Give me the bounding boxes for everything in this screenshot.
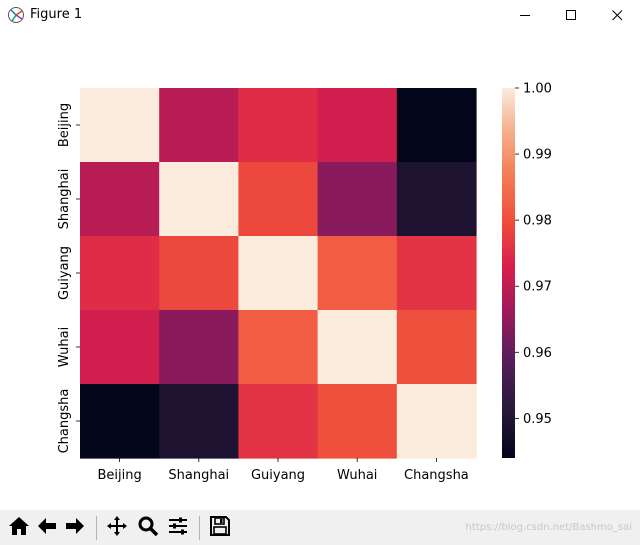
save-floppy-icon <box>209 515 231 541</box>
heatmap-cell-guiyang-wuhai <box>317 236 398 311</box>
heatmap-cells <box>80 88 477 459</box>
x-tick-labels: Beijing Shanghai Guiyang Wuhai Changsha <box>97 458 469 483</box>
colorbar-tick-label: 0.98 <box>523 214 552 229</box>
colorbar <box>502 88 515 458</box>
pan-button[interactable] <box>103 514 131 542</box>
heatmap-cell-shanghai-guiyang <box>238 162 319 237</box>
watermark-text: https://blog.csdn.net/Bashmo_sai <box>465 522 632 533</box>
heatmap-cell-guiyang-beijing <box>80 236 160 311</box>
minimize-button[interactable] <box>502 0 548 31</box>
save-button[interactable] <box>206 514 234 542</box>
heatmap-cell-wuhai-beijing <box>80 310 160 385</box>
zoom-button[interactable] <box>134 514 162 542</box>
back-button[interactable] <box>33 514 61 542</box>
title-bar[interactable]: Figure 1 <box>0 0 640 31</box>
heatmap-cell-shanghai-beijing <box>80 162 160 237</box>
configure-subplots-button[interactable] <box>164 514 192 542</box>
heatmap-cell-beijing-changsha <box>396 88 477 163</box>
heatmap-cell-beijing-wuhai <box>317 88 398 163</box>
heatmap-cell-beijing-guiyang <box>238 88 319 163</box>
heatmap-cell-guiyang-changsha <box>396 236 477 311</box>
y-tick-label-beijing: Beijing <box>57 103 72 147</box>
colorbar-tick-label: 0.95 <box>523 412 552 427</box>
pan-move-icon <box>106 515 128 541</box>
matplotlib-figure-icon <box>7 6 25 24</box>
y-tick-label-shanghai: Shanghai <box>57 169 72 230</box>
heatmap-cell-changsha-beijing <box>80 384 160 459</box>
back-arrow-icon <box>36 516 58 540</box>
y-tick-labels: Beijing Shanghai Guiyang Wuhai Changsha <box>57 103 80 454</box>
navigation-toolbar: https://blog.csdn.net/Bashmo_sai <box>0 510 640 545</box>
heatmap-cell-shanghai-wuhai <box>317 162 398 237</box>
y-tick-label-wuhai: Wuhai <box>57 327 72 367</box>
heatmap-cell-shanghai-shanghai <box>159 162 239 237</box>
colorbar-tick-label: 0.99 <box>523 148 552 163</box>
zoom-magnifier-icon <box>137 515 159 541</box>
colorbar-tick-label: 0.97 <box>523 280 552 295</box>
home-icon <box>8 516 30 540</box>
window-title: Figure 1 <box>30 7 83 22</box>
heatmap-cell-beijing-shanghai <box>159 88 239 163</box>
colorbar-tick-label: 0.96 <box>523 346 552 361</box>
maximize-icon <box>565 6 577 25</box>
x-tick-label-shanghai: Shanghai <box>168 468 229 483</box>
heatmap-cell-guiyang-shanghai <box>159 236 239 311</box>
x-tick-label-guiyang: Guiyang <box>251 468 305 483</box>
y-tick-label-guiyang: Guiyang <box>57 246 72 300</box>
forward-button[interactable] <box>61 514 89 542</box>
heatmap-cell-wuhai-wuhai <box>317 310 398 385</box>
heatmap-cell-wuhai-shanghai <box>159 310 239 385</box>
configure-subplots-icon <box>167 516 189 540</box>
close-icon <box>611 6 623 25</box>
heatmap-cell-guiyang-guiyang <box>238 236 319 311</box>
heatmap-cell-changsha-wuhai <box>317 384 398 459</box>
maximize-button[interactable] <box>548 0 594 31</box>
figure-canvas[interactable]: Beijing Shanghai Guiyang Wuhai Changsha Beij… <box>0 31 640 510</box>
heatmap-cell-shanghai-changsha <box>396 162 477 237</box>
forward-arrow-icon <box>64 516 86 540</box>
close-button[interactable] <box>594 0 640 31</box>
home-button[interactable] <box>5 514 33 542</box>
toolbar-separator <box>96 516 97 540</box>
toolbar-separator <box>199 516 200 540</box>
heatmap-cell-changsha-shanghai <box>159 384 239 459</box>
x-tick-label-wuhai: Wuhai <box>337 468 377 483</box>
heatmap-cell-changsha-changsha <box>396 384 477 459</box>
minimize-icon <box>519 6 531 25</box>
heatmap-cell-beijing-beijing <box>80 88 160 163</box>
x-tick-label-changsha: Changsha <box>404 468 469 483</box>
heatmap-cell-changsha-guiyang <box>238 384 319 459</box>
heatmap-cell-wuhai-guiyang <box>238 310 319 385</box>
heatmap-cell-wuhai-changsha <box>396 310 477 385</box>
heatmap-chart: Beijing Shanghai Guiyang Wuhai Changsha Beij… <box>57 82 552 484</box>
colorbar-tick-label: 1.00 <box>523 82 552 97</box>
y-tick-label-changsha: Changsha <box>57 389 72 454</box>
x-tick-label-beijing: Beijing <box>97 468 141 483</box>
colorbar-ticks: 0.95 0.96 0.97 0.98 0.99 1.00 <box>515 82 552 427</box>
